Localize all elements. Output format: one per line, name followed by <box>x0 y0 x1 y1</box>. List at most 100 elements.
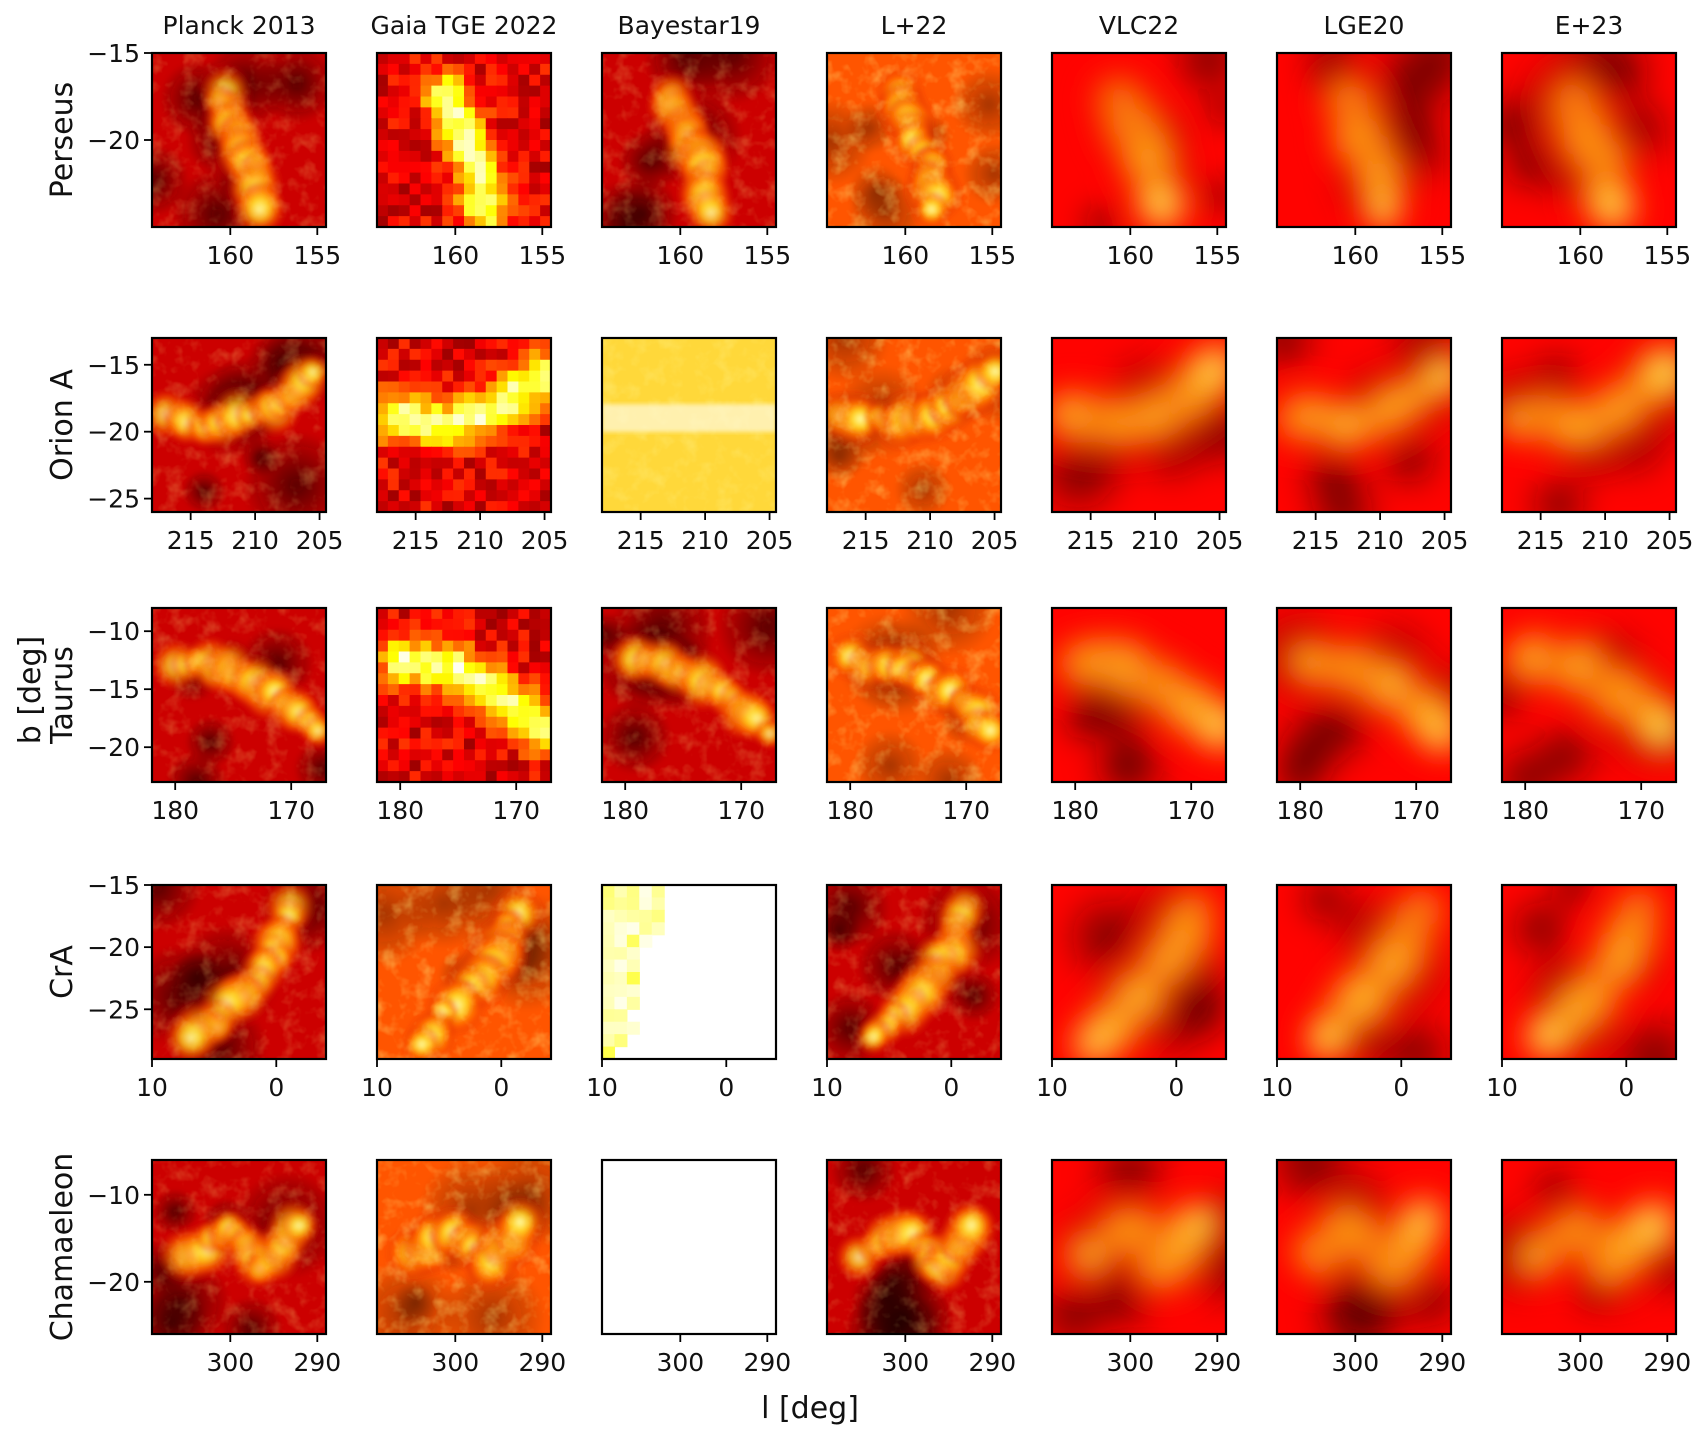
x-tick-label: 170 <box>267 796 315 825</box>
panel-frame <box>1275 1158 1453 1336</box>
x-tick-label: 0 <box>268 1073 284 1102</box>
x-tick-label: 300 <box>881 1348 929 1377</box>
x-tick-label: 205 <box>1196 526 1244 555</box>
heatmap-image <box>152 53 326 227</box>
x-tick-label: 215 <box>1067 526 1115 555</box>
panel-2-5: 180 170 <box>1275 606 1453 825</box>
panel-1-3: 215 210 205 <box>825 336 1019 555</box>
panel-frame <box>1275 51 1453 229</box>
panel-3-5: 10 0 <box>1261 883 1453 1102</box>
panel-0-0: 160 155 −15 −20 <box>87 39 341 270</box>
x-tick-label: 210 <box>1131 526 1179 555</box>
panel-3-3: 10 0 <box>811 883 1003 1102</box>
heatmap-image <box>827 53 1001 227</box>
heatmap-image <box>827 338 1001 512</box>
x-tick-label: 210 <box>231 526 279 555</box>
panel-0-5: 160 155 <box>1275 51 1466 270</box>
x-tick-label: 205 <box>971 526 1019 555</box>
x-tick-label: 160 <box>431 241 479 270</box>
panel-3-0: 10 0 −15 −20 −25 <box>87 871 328 1102</box>
y-tick-label: −20 <box>87 733 140 762</box>
panel-frame <box>600 883 778 1061</box>
column-title: Planck 2013 <box>163 11 316 40</box>
panel-frame <box>375 606 553 784</box>
x-tick-label: 300 <box>1556 1348 1604 1377</box>
x-tick-label: 155 <box>518 241 566 270</box>
panel-1-0: 215 210 205 −15 −20 −25 <box>87 336 344 555</box>
x-tick-label: 180 <box>826 796 874 825</box>
panel-3-6: 10 0 <box>1486 883 1678 1102</box>
panel-4-4: 300 290 <box>1050 1158 1241 1377</box>
y-tick-label: −15 <box>87 871 140 900</box>
x-tick-label: 155 <box>1418 241 1466 270</box>
panel-frame <box>1500 336 1678 514</box>
panel-2-3: 180 170 <box>825 606 1003 825</box>
row-label-cra: CrA <box>45 945 80 999</box>
heatmap-image <box>377 1160 551 1334</box>
x-tick-label: 10 <box>361 1073 393 1102</box>
panel-frame <box>150 336 328 514</box>
panel-1-4: 215 210 205 <box>1050 336 1244 555</box>
panel-frame <box>150 1158 328 1336</box>
x-tick-label: 0 <box>1618 1073 1634 1102</box>
x-tick-label: 205 <box>1646 526 1694 555</box>
y-tick-label: −10 <box>87 617 140 646</box>
x-tick-label: 0 <box>1168 1073 1184 1102</box>
panel-frame <box>825 336 1003 514</box>
x-tick-label: 160 <box>1331 241 1379 270</box>
heatmap-image <box>377 53 551 227</box>
x-tick-label: 215 <box>167 526 215 555</box>
x-tick-label: 290 <box>1418 1348 1466 1377</box>
x-tick-label: 210 <box>1356 526 1404 555</box>
panel-frame <box>1050 606 1228 784</box>
heatmap-image <box>152 608 326 782</box>
column-title: Gaia TGE 2022 <box>371 11 558 40</box>
panel-1-2: 215 210 205 <box>600 336 793 555</box>
y-tick-label: −20 <box>87 1268 140 1297</box>
x-tick-label: 180 <box>1501 796 1549 825</box>
y-tick-label: −20 <box>87 933 140 962</box>
heatmap-image <box>1502 885 1676 1059</box>
heatmap-image <box>827 608 1001 782</box>
panel-frame <box>1500 51 1678 229</box>
x-tick-label: 155 <box>968 241 1016 270</box>
panel-4-1: 300 290 <box>375 1158 566 1377</box>
x-tick-label: 210 <box>456 526 504 555</box>
heatmap-image <box>377 338 551 512</box>
x-tick-label: 155 <box>1643 241 1691 270</box>
y-tick-label: −15 <box>87 351 140 380</box>
x-tick-label: 215 <box>842 526 890 555</box>
column-title: L+22 <box>881 11 948 40</box>
panel-1-6: 215 210 205 <box>1500 336 1694 555</box>
x-tick-label: 300 <box>1106 1348 1154 1377</box>
panel-0-2: 160 155 <box>600 51 791 270</box>
y-tick-label: −20 <box>87 418 140 447</box>
panel-0-3: 160 155 <box>825 51 1016 270</box>
x-tick-label: 205 <box>296 526 344 555</box>
x-tick-label: 180 <box>151 796 199 825</box>
heatmap-image <box>1052 1160 1226 1334</box>
x-tick-label: 180 <box>376 796 424 825</box>
panel-frame <box>1050 883 1228 1061</box>
row-label-taurus: Taurus <box>45 646 80 745</box>
heatmap-image <box>1502 53 1676 227</box>
x-tick-label: 290 <box>293 1348 341 1377</box>
x-tick-label: 180 <box>601 796 649 825</box>
heatmap-image <box>152 885 326 1059</box>
heatmap-image <box>602 608 776 782</box>
x-tick-label: 160 <box>1106 241 1154 270</box>
x-tick-label: 215 <box>617 526 665 555</box>
panel-2-6: 180 170 <box>1500 606 1678 825</box>
x-tick-label: 0 <box>493 1073 509 1102</box>
panel-frame <box>600 51 778 229</box>
panel-frame <box>150 883 328 1061</box>
panel-0-4: 160 155 <box>1050 51 1241 270</box>
panel-frame <box>1050 1158 1228 1336</box>
panel-frame <box>375 1158 553 1336</box>
x-tick-label: 290 <box>518 1348 566 1377</box>
row-label-perseus: Perseus <box>45 82 80 199</box>
heatmap-image <box>602 53 776 227</box>
x-tick-label: 290 <box>968 1348 1016 1377</box>
x-tick-label: 300 <box>656 1348 704 1377</box>
x-tick-label: 215 <box>392 526 440 555</box>
